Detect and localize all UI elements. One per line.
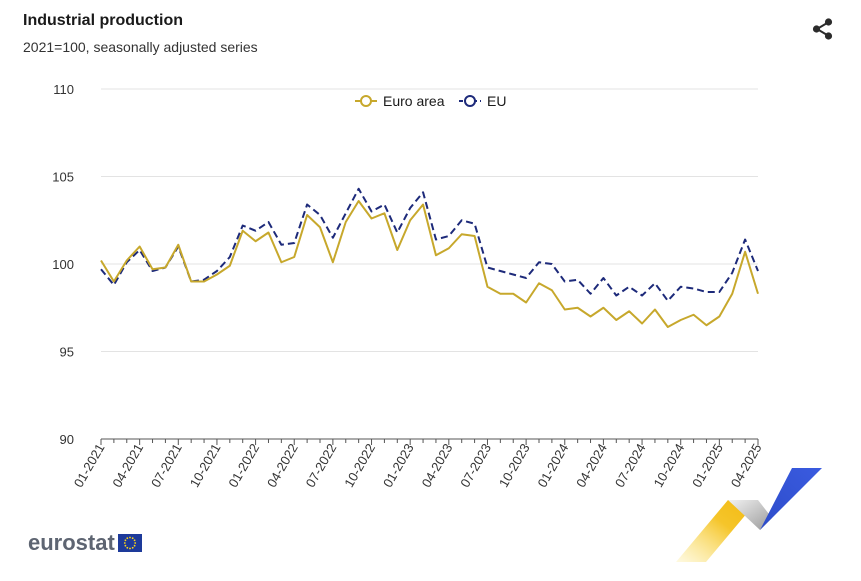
x-tick-label: 01-2024 [535, 441, 572, 490]
x-tick-label: 04-2021 [109, 441, 146, 490]
x-tick-label: 10-2022 [341, 441, 378, 490]
y-tick-label: 95 [60, 345, 74, 360]
legend-marker-icon [464, 95, 476, 107]
series-line-eu[interactable] [100, 187, 759, 302]
chart-title: Industrial production [23, 12, 183, 29]
y-tick-label: 110 [53, 82, 74, 97]
y-tick-label: 100 [52, 257, 74, 272]
legend-label: Euro area [383, 93, 445, 109]
series-line-euro-area[interactable] [100, 200, 759, 328]
eu-flag-icon [117, 534, 142, 552]
x-tick-label: 01-2025 [689, 441, 726, 490]
x-tick-label: 07-2022 [303, 441, 340, 490]
x-tick-label: 07-2021 [148, 441, 185, 490]
legend-marker-icon [360, 95, 372, 107]
x-tick-label: 07-2024 [612, 441, 649, 490]
share-icon[interactable] [810, 16, 836, 42]
x-tick-label: 10-2023 [496, 441, 533, 490]
eurostat-logo: eurostat [28, 530, 142, 556]
y-tick-label: 105 [52, 170, 74, 185]
x-tick-label: 04-2022 [264, 441, 301, 490]
x-tick-label: 04-2024 [573, 441, 610, 490]
legend-item-eu[interactable]: EU [459, 93, 506, 109]
x-tick-label: 01-2023 [380, 441, 417, 490]
x-tick-label: 04-2023 [419, 441, 456, 490]
x-tick-label: 07-2023 [457, 441, 494, 490]
x-tick-label: 01-2021 [71, 441, 108, 490]
logo-text: eurostat [28, 530, 115, 555]
x-tick-label: 01-2022 [225, 441, 262, 490]
x-tick-label: 04-2025 [728, 441, 765, 490]
legend-label: EU [487, 93, 506, 109]
legend-item-euro-area[interactable]: Euro area [355, 93, 445, 109]
chart-subtitle: 2021=100, seasonally adjusted series [23, 39, 258, 55]
x-tick-label: 10-2024 [650, 441, 687, 490]
y-tick-label: 90 [60, 432, 74, 447]
x-tick-label: 10-2021 [187, 441, 224, 490]
